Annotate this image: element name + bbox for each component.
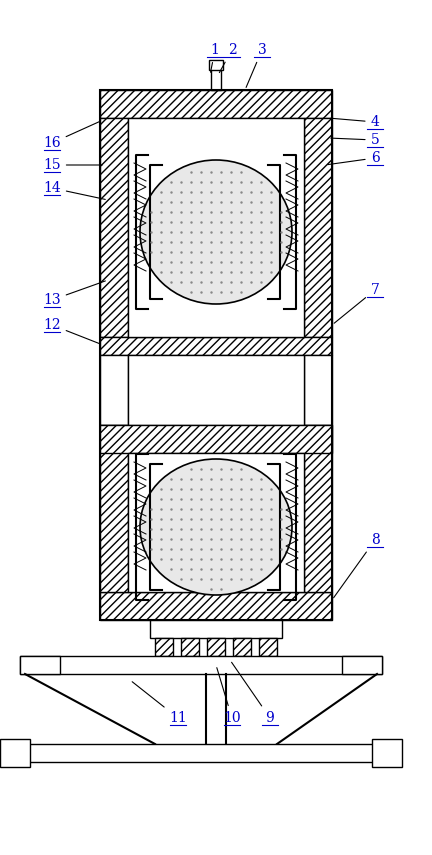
Bar: [100, 90, 332, 620]
Text: 9: 9: [232, 663, 274, 725]
Bar: [0, 739, 30, 767]
Text: 13: 13: [43, 281, 105, 307]
Bar: [100, 355, 128, 425]
Bar: [209, 60, 223, 70]
Bar: [100, 425, 128, 592]
Bar: [128, 355, 304, 425]
Bar: [100, 337, 332, 355]
Text: 4: 4: [331, 115, 379, 129]
Bar: [155, 638, 173, 656]
Text: 2: 2: [219, 43, 236, 73]
Bar: [20, 656, 60, 674]
Text: 6: 6: [328, 151, 379, 165]
Bar: [304, 355, 332, 425]
Text: 16: 16: [43, 121, 101, 150]
Text: 10: 10: [217, 668, 241, 725]
Bar: [100, 90, 332, 118]
Text: 1: 1: [210, 43, 219, 73]
Text: 14: 14: [43, 181, 105, 199]
Text: 8: 8: [334, 533, 379, 598]
Bar: [128, 453, 304, 592]
Bar: [150, 620, 282, 638]
Bar: [15, 744, 387, 762]
Text: 15: 15: [43, 158, 102, 172]
Bar: [100, 425, 332, 453]
Bar: [259, 638, 277, 656]
Ellipse shape: [140, 160, 292, 304]
Bar: [342, 656, 382, 674]
Bar: [20, 656, 382, 674]
Bar: [304, 118, 332, 337]
Text: 3: 3: [246, 43, 267, 87]
Bar: [211, 68, 221, 90]
Bar: [100, 118, 128, 337]
Bar: [100, 592, 332, 620]
Text: 5: 5: [331, 133, 379, 147]
Text: 11: 11: [132, 681, 187, 725]
Bar: [181, 638, 199, 656]
Bar: [233, 638, 251, 656]
Bar: [304, 425, 332, 592]
Text: 7: 7: [334, 283, 379, 323]
Text: 12: 12: [43, 318, 100, 344]
Ellipse shape: [140, 459, 292, 595]
Bar: [128, 118, 304, 337]
Bar: [372, 739, 402, 767]
Bar: [207, 638, 225, 656]
